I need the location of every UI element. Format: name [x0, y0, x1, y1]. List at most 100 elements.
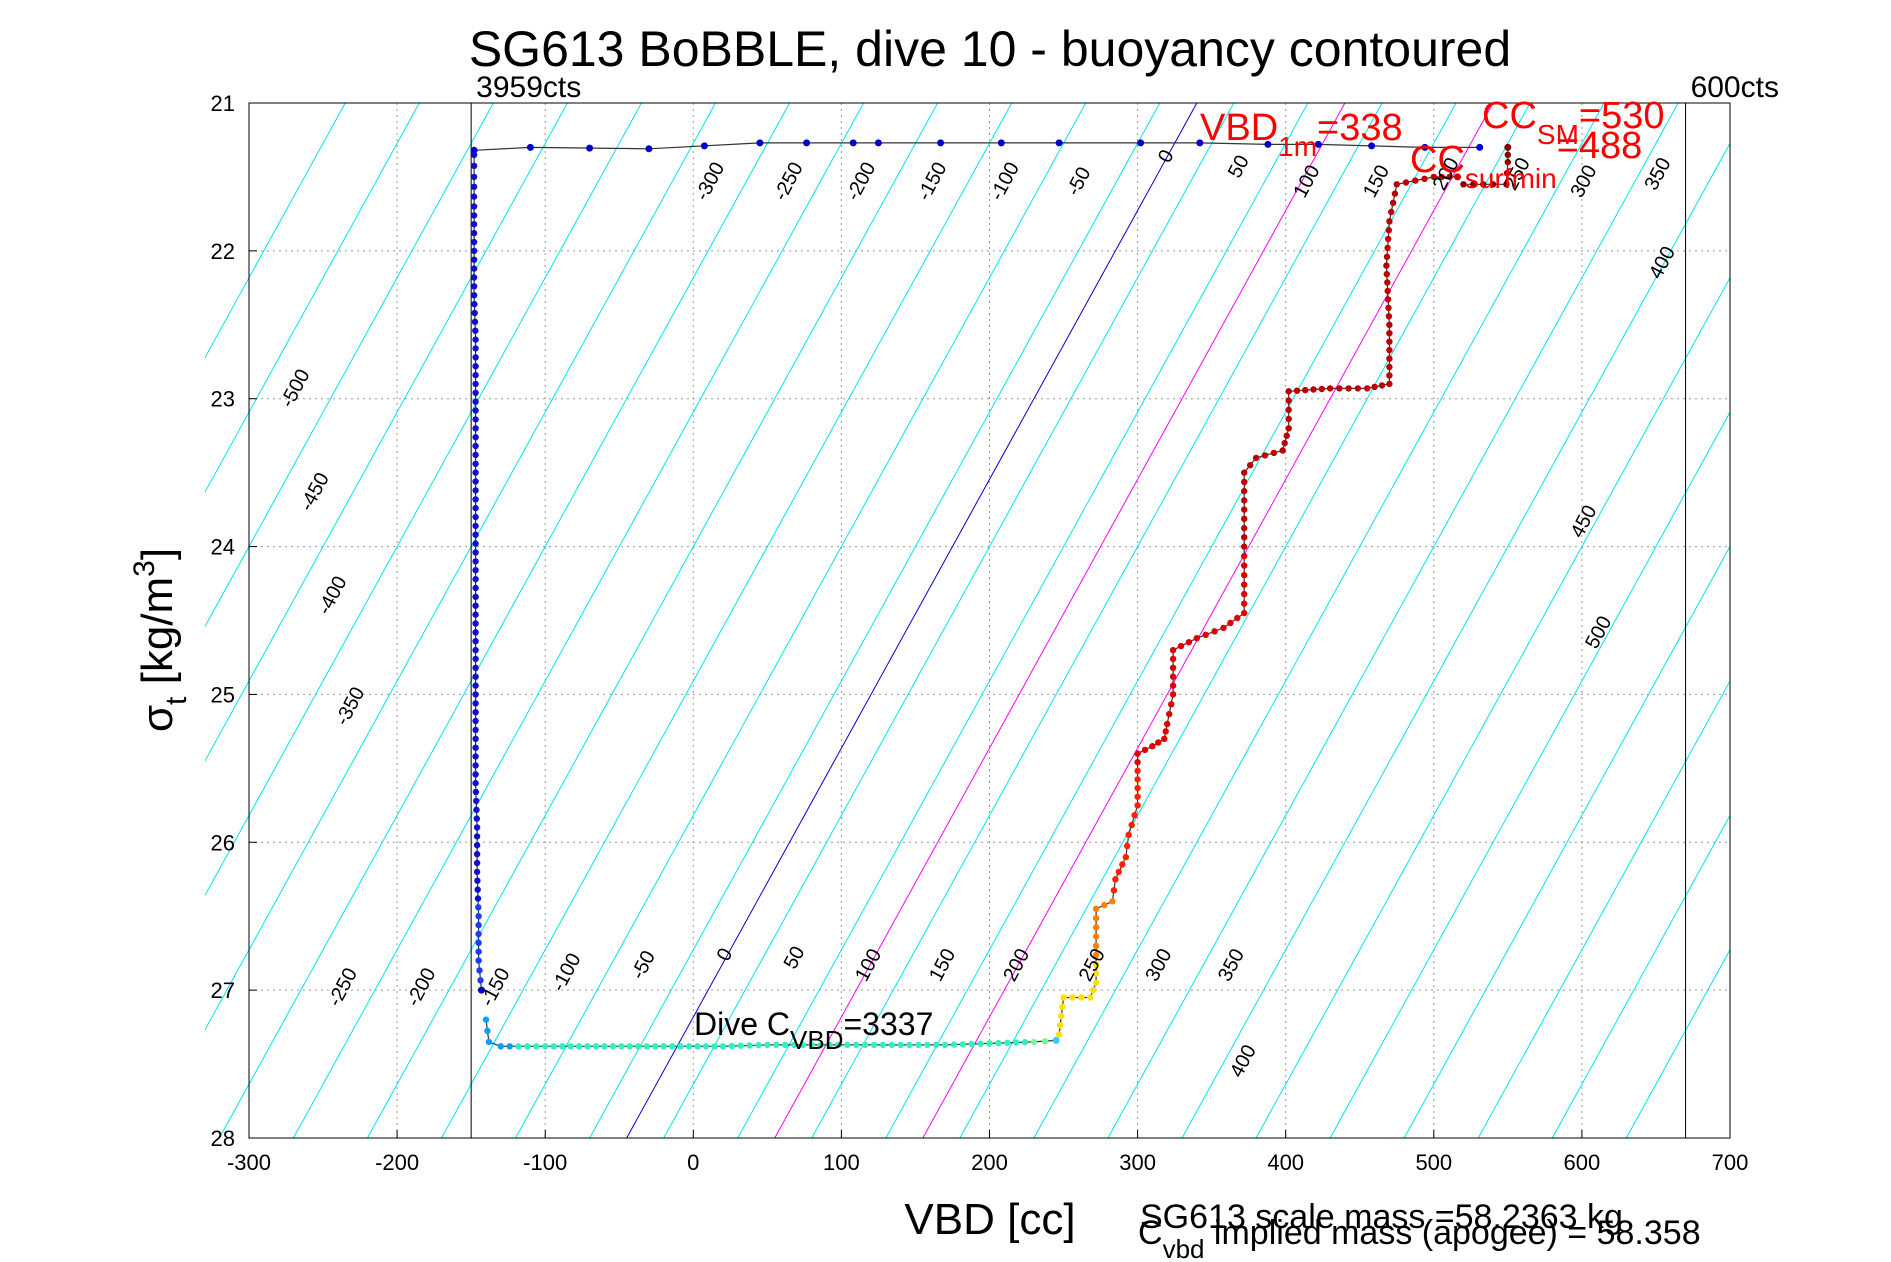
data-point [1241, 590, 1248, 598]
x-tick-label: -200 [375, 1150, 419, 1175]
data-point [1241, 609, 1248, 617]
data-point [472, 469, 479, 476]
contour-label: -450 [296, 469, 334, 515]
contour-label: -50 [627, 947, 660, 983]
data-point [473, 806, 480, 813]
contour-label: 500 [1581, 613, 1616, 653]
data-point [1092, 979, 1100, 986]
data-point [472, 575, 479, 583]
data-point [1155, 739, 1162, 746]
data-point [485, 1038, 493, 1046]
data-point [803, 139, 811, 147]
data-point [1261, 452, 1269, 459]
data-point [1393, 181, 1401, 188]
count-marker-label: 600cts [1691, 71, 1779, 104]
contour-label: 450 [1566, 502, 1601, 542]
data-point [1293, 387, 1301, 394]
data-point [470, 274, 478, 281]
contour-line [205, 103, 420, 494]
data-point [1368, 142, 1376, 150]
data-point [677, 1043, 684, 1050]
data-point [474, 895, 482, 902]
data-point [506, 1043, 513, 1050]
data-point [470, 193, 478, 200]
data-point [470, 247, 478, 255]
contour-label: -400 [313, 573, 351, 619]
data-point [472, 389, 479, 396]
data-point [1092, 970, 1100, 977]
y-tick-label: 21 [211, 91, 235, 116]
contour-label: 100 [1290, 162, 1325, 202]
data-point [756, 139, 764, 147]
data-point [470, 229, 478, 237]
data-point [1385, 227, 1393, 234]
data-point [472, 442, 479, 450]
data-point [471, 300, 478, 308]
data-point [1092, 961, 1100, 968]
data-point [475, 930, 482, 938]
y-tick-label: 22 [211, 239, 235, 264]
data-point [475, 939, 482, 946]
data-point [526, 143, 534, 151]
data-point [472, 611, 479, 618]
data-point [1169, 664, 1177, 671]
x-tick-label: 400 [1267, 1150, 1304, 1175]
svg-text:σt [kg/m3]: σt [kg/m3] [128, 548, 193, 732]
data-point [484, 1027, 491, 1035]
y-axis-label-unit: [kg/m [133, 577, 182, 697]
data-point [897, 1041, 904, 1049]
data-point [874, 139, 882, 147]
data-point [1378, 382, 1386, 389]
data-point [473, 815, 480, 822]
reference-line [774, 103, 1346, 1138]
reference-line [922, 103, 1494, 1138]
data-point [473, 842, 481, 849]
data-point [586, 144, 594, 152]
data-point [472, 673, 479, 680]
data-point [1310, 386, 1317, 393]
data-point [1069, 994, 1076, 1001]
data-point [1386, 321, 1393, 328]
contour-line [1551, 814, 1730, 1138]
data-point [1285, 388, 1292, 395]
data-point [533, 1043, 540, 1050]
data-point [1264, 140, 1272, 148]
series-path-ascent [1058, 176, 1458, 1035]
data-point [1134, 793, 1141, 800]
data-point [719, 1043, 727, 1050]
data-point [1504, 158, 1512, 166]
data-point [1092, 951, 1100, 959]
data-point [477, 977, 484, 984]
data-point [1241, 469, 1248, 476]
data-point [799, 1041, 807, 1049]
annotation-dive-cvbd-text: Dive C [694, 1006, 790, 1042]
contour-line [1107, 103, 1679, 1138]
data-point [1030, 1038, 1038, 1046]
data-point [1391, 190, 1399, 197]
data-point [472, 691, 479, 698]
data-point [1092, 933, 1100, 940]
x-tick-labels: -300 -200 -100 0 100 200 300 400 500 600 700 [227, 1130, 1748, 1175]
data-point [558, 1043, 566, 1050]
data-point [470, 265, 478, 272]
data-point [1504, 143, 1512, 151]
data-point [995, 1039, 1002, 1047]
contour-label: 350 [1214, 945, 1249, 985]
data-point [474, 886, 481, 893]
data-point [1326, 385, 1334, 392]
data-point [1162, 728, 1169, 735]
data-point [933, 1041, 940, 1049]
data-point [1252, 454, 1260, 462]
data-point [1438, 173, 1445, 181]
contour-label: 400 [1645, 243, 1680, 283]
data-point [1090, 986, 1097, 994]
y-tick-label: 25 [211, 682, 235, 707]
data-point [1041, 1038, 1049, 1045]
x-tick-label: 700 [1712, 1150, 1749, 1175]
data-point [472, 531, 479, 538]
contour-line [205, 103, 642, 897]
data-point [1112, 876, 1119, 883]
data-point [1384, 279, 1391, 286]
data-point [1124, 842, 1131, 850]
data-point [1345, 385, 1352, 392]
